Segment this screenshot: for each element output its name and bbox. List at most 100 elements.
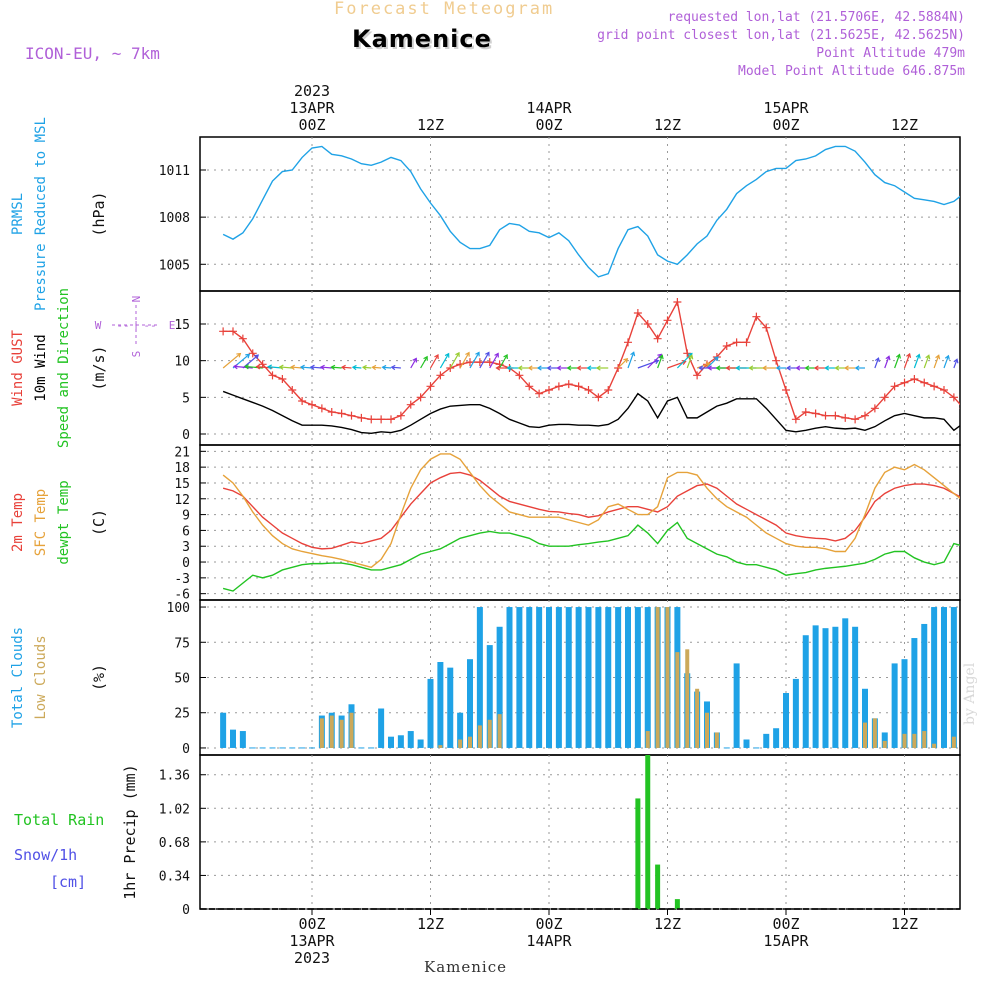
model-label: ICON-EU, ~ 7km — [25, 44, 160, 63]
wind-arrow — [943, 355, 950, 369]
wind-arrow-head — [874, 357, 880, 363]
gust-marker — [762, 323, 771, 332]
bottom-axis-label: 00Z — [535, 915, 562, 933]
wind-arrow-head — [494, 352, 499, 358]
total-cloud-bar — [783, 693, 789, 748]
wind-arrow — [499, 354, 508, 369]
gust-marker — [426, 382, 435, 391]
wind-arrow — [449, 352, 460, 369]
total-cloud-bar — [634, 607, 641, 748]
low-cloud-bar — [339, 719, 344, 748]
wind-arrow-head — [804, 365, 810, 371]
gust-marker — [387, 415, 395, 424]
low-cloud-bar — [675, 652, 680, 748]
gust-marker — [880, 393, 889, 402]
total-cloud-bar — [615, 607, 622, 748]
y-tick-label: 100 — [167, 601, 190, 616]
y-tick-label: 15 — [174, 477, 190, 492]
gust-marker — [732, 338, 741, 347]
wind-arrow — [479, 352, 490, 369]
low-cloud-bar — [665, 607, 670, 748]
total-cloud-bar — [585, 607, 592, 748]
top-axis-label: 12Z — [891, 116, 918, 134]
point-altitude: Point Altitude 479m — [816, 46, 965, 61]
wind-arrow-head — [813, 365, 819, 371]
gust-marker — [594, 393, 603, 402]
gust-marker — [949, 393, 958, 402]
wind-arrow — [382, 366, 392, 369]
total-cloud-bar — [852, 626, 859, 748]
total-cloud-bar — [901, 659, 908, 748]
gust-marker — [327, 408, 336, 416]
low-cloud-bar — [882, 740, 887, 748]
low-cloud-bar — [932, 743, 937, 748]
total-cloud-bar — [457, 712, 464, 748]
pressure-series — [222, 145, 960, 278]
wind-arrow-head — [795, 365, 801, 371]
gust-marker — [653, 334, 662, 343]
low-cloud-bar — [912, 733, 917, 748]
panel-title-line: Low Clouds — [33, 635, 49, 719]
wind-arrow — [953, 359, 958, 369]
y-tick-label: 75 — [174, 636, 190, 651]
low-cloud-bar — [714, 732, 719, 748]
top-axis-label: 00Z — [298, 116, 325, 134]
total-cloud-bar — [911, 638, 918, 748]
wind-arrow-head — [854, 365, 860, 371]
panel-ylabel: (C) — [90, 509, 108, 536]
total-cloud-bar — [625, 607, 631, 748]
top-axis-label: 12Z — [417, 116, 444, 134]
wind-arrow — [420, 356, 428, 369]
gust-marker — [298, 397, 307, 405]
low-cloud-bar — [477, 725, 482, 748]
wind-arrow-head — [309, 364, 315, 370]
total-cloud-bar — [862, 688, 868, 748]
bottom-axis-label: 12Z — [417, 915, 444, 933]
wind-arrow — [300, 366, 313, 369]
wind-arrow-head — [319, 364, 325, 370]
gust-marker — [861, 411, 869, 420]
wind-arrow-head — [244, 364, 250, 370]
bottom-axis-label: 15APR — [763, 932, 809, 950]
wind-arrow-head — [254, 354, 260, 360]
compass-separator-west: -- — [116, 319, 129, 332]
precip-bar — [645, 755, 651, 909]
y-tick-label: 0 — [182, 556, 190, 571]
gust-marker — [870, 404, 879, 413]
y-tick-label: 50 — [174, 672, 190, 687]
bottom-axis-label: 12Z — [891, 915, 918, 933]
bottom-axis-label: 00Z — [772, 915, 799, 933]
compass-west: W — [95, 319, 102, 332]
wind-arrow — [245, 365, 263, 369]
wind-arrow-head — [255, 364, 261, 370]
wind-arrow — [637, 359, 659, 369]
y-tick-label: 1.02 — [159, 802, 190, 817]
total-cloud-bar — [743, 739, 750, 748]
low-cloud-bar — [487, 719, 492, 748]
wind-arrow — [469, 352, 480, 369]
total-cloud-bar — [239, 731, 246, 748]
panel-legend-label: Total Rain — [14, 811, 104, 829]
panel-title-line: Pressure Reduced to MSL — [33, 117, 49, 311]
total-cloud-bar — [822, 628, 829, 748]
requested-coords: requested lon,lat (21.5706E, 42.5884N) — [667, 10, 965, 25]
wind-arrow-head — [623, 358, 629, 363]
gust-marker — [673, 298, 682, 306]
wind-arrow — [903, 353, 911, 369]
total-cloud-bar — [773, 728, 780, 748]
total-cloud-bar — [230, 729, 236, 748]
compass-east: E — [169, 319, 176, 332]
total-cloud-bar — [388, 736, 394, 748]
wind-arrow-head — [895, 353, 901, 359]
wind-arrow — [291, 366, 303, 369]
low-cloud-bar — [863, 722, 867, 748]
total-cloud-bar — [575, 607, 582, 748]
wind-arrow — [439, 353, 450, 369]
temperature-line-0 — [222, 471, 960, 550]
total-cloud-bar — [812, 625, 819, 748]
temperature-line-1 — [222, 453, 960, 569]
model-altitude: Model Point Altitude 646.875m — [738, 64, 965, 79]
panel-title-line: 10m Wind — [33, 334, 49, 401]
top-axis-label: 14APR — [526, 99, 572, 117]
bottom-axis-label: 13APR — [289, 932, 335, 950]
